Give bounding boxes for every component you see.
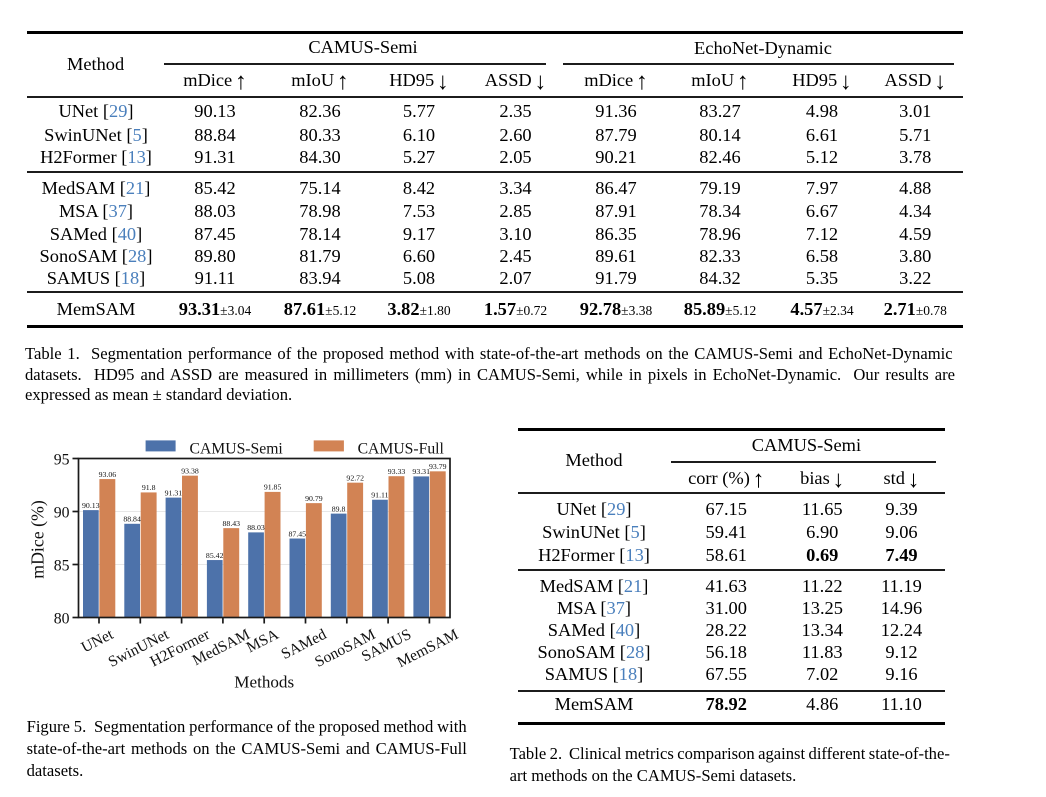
svg-text:Methods: Methods [234, 673, 294, 692]
svg-text:88.84: 88.84 [123, 515, 141, 524]
svg-text:93.31: 93.31 [412, 467, 430, 476]
svg-text:91.31: 91.31 [165, 488, 183, 497]
svg-text:88.43: 88.43 [223, 519, 241, 528]
svg-text:91.11: 91.11 [371, 491, 388, 500]
svg-text:91.8: 91.8 [142, 483, 156, 492]
svg-text:95: 95 [54, 451, 70, 468]
svg-text:MSA: MSA [244, 626, 282, 657]
svg-text:90.13: 90.13 [82, 501, 100, 510]
svg-text:mDice (%): mDice (%) [28, 500, 49, 579]
svg-text:85.42: 85.42 [206, 551, 224, 560]
svg-text:90: 90 [54, 504, 70, 521]
svg-text:UNet: UNet [79, 626, 117, 657]
svg-text:93.79: 93.79 [429, 462, 447, 471]
svg-text:91.85: 91.85 [264, 483, 282, 492]
svg-text:90.79: 90.79 [305, 494, 323, 503]
svg-text:92.72: 92.72 [346, 473, 364, 482]
svg-text:93.33: 93.33 [388, 467, 406, 476]
svg-text:CAMUS-Full: CAMUS-Full [358, 440, 445, 457]
svg-text:89.8: 89.8 [332, 504, 346, 513]
svg-text:93.38: 93.38 [181, 466, 199, 475]
svg-text:93.06: 93.06 [99, 470, 117, 479]
svg-text:88.03: 88.03 [247, 523, 265, 532]
svg-text:85: 85 [54, 557, 70, 574]
svg-text:CAMUS-Semi: CAMUS-Semi [190, 440, 284, 457]
svg-text:87.45: 87.45 [289, 529, 307, 538]
svg-text:80: 80 [54, 610, 70, 627]
